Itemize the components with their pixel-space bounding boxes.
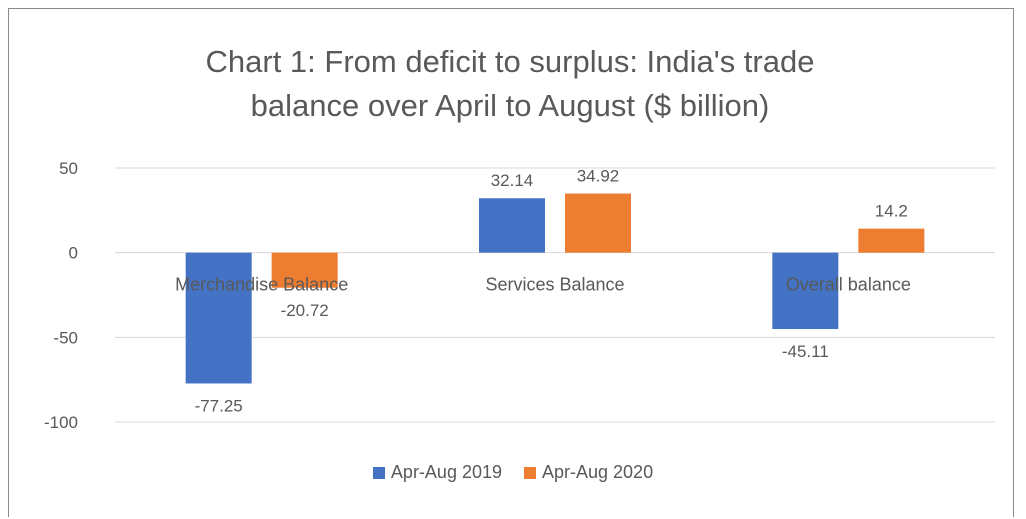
- bar-1-0: [271, 252, 338, 288]
- category-label-0: Merchandise Balance: [175, 275, 348, 295]
- chart-title: Chart 1: From deficit to surplus: India'…: [100, 40, 920, 128]
- bar-0-1: [479, 198, 545, 253]
- bar-1-1: [565, 193, 631, 253]
- legend-label-2019: Apr-Aug 2019: [390, 462, 502, 482]
- legend-item-2020: Apr-Aug 2020: [524, 462, 653, 483]
- legend-swatch-2020: [524, 466, 536, 479]
- legend-item-2019: Apr-Aug 2019: [372, 462, 502, 483]
- y-tick-label-3: -100: [44, 413, 78, 432]
- y-tick-label-0: 50: [59, 159, 78, 178]
- legend-label-2020: Apr-Aug 2020: [542, 462, 654, 482]
- legend-swatch-2019: [372, 466, 385, 479]
- data-label-0-0: -77.25: [195, 396, 243, 415]
- chart-title-line-1: Chart 1: From deficit to surplus: India'…: [205, 44, 815, 79]
- data-label-1-0: -20.72: [281, 301, 329, 320]
- y-tick-label-2: -50: [53, 328, 78, 347]
- bar-1-2: [858, 228, 925, 253]
- data-label-0-2: -45.11: [782, 342, 829, 361]
- y-tick-label-1: 0: [69, 244, 78, 263]
- chart-title-line-2: balance over April to August ($ billion): [250, 88, 770, 123]
- category-label-2: Overall balance: [786, 275, 911, 295]
- category-label-1: Services Balance: [485, 275, 624, 295]
- chart-frame: [8, 8, 1014, 517]
- bar-0-2: [772, 252, 839, 330]
- data-label-0-1: 32.14: [491, 171, 534, 190]
- data-label-1-1: 34.92: [577, 167, 620, 186]
- data-label-1-2: 14.2: [875, 202, 908, 221]
- bar-0-0: [185, 252, 252, 384]
- legend: Apr-Aug 2019 Apr-Aug 2020: [0, 462, 1026, 483]
